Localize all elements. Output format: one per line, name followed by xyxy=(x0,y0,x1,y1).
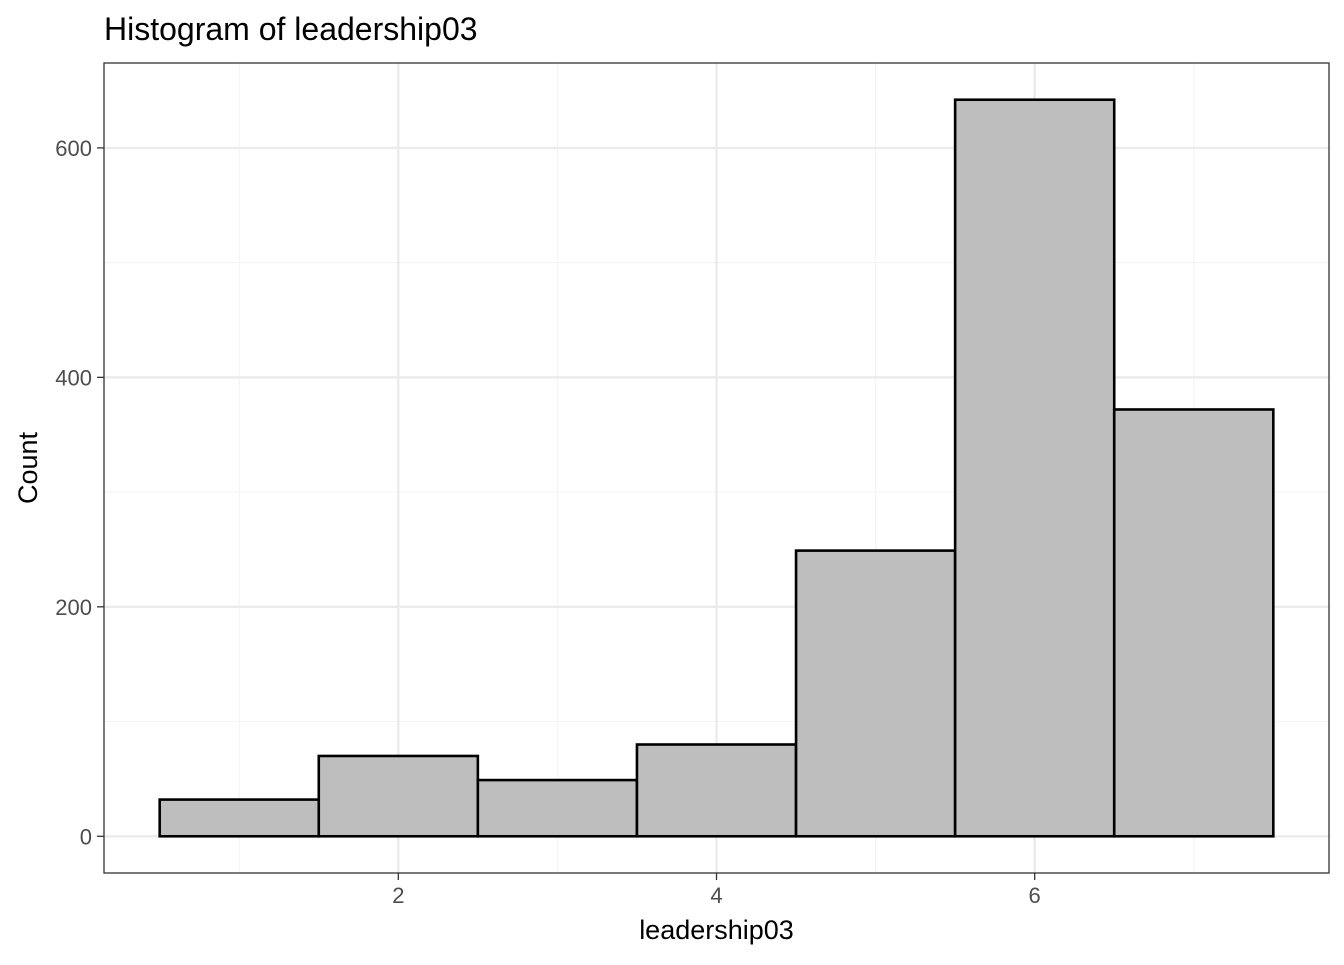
y-axis-title: Count xyxy=(13,431,43,504)
x-tick-label: 6 xyxy=(1029,883,1041,908)
bars-layer xyxy=(158,98,1275,838)
x-tick-label: 4 xyxy=(710,883,722,908)
axes-layer: 2 4 6 0 200 400 600 xyxy=(55,136,1041,908)
x-tick-label: 2 xyxy=(392,883,404,908)
x-axis-title: leadership03 xyxy=(639,915,794,945)
y-tick-label: 0 xyxy=(80,824,92,849)
histogram-bar xyxy=(158,798,321,838)
histogram-bar xyxy=(317,754,480,838)
histogram-bar xyxy=(794,549,957,838)
histogram-bar xyxy=(635,743,798,838)
y-tick-label: 400 xyxy=(55,365,92,390)
chart-title: Histogram of leadership03 xyxy=(104,11,478,47)
y-tick-label: 600 xyxy=(55,136,92,161)
histogram-bar xyxy=(1112,408,1275,838)
histogram-bar xyxy=(953,98,1116,838)
histogram-bar xyxy=(476,778,639,838)
y-tick-label: 200 xyxy=(55,595,92,620)
